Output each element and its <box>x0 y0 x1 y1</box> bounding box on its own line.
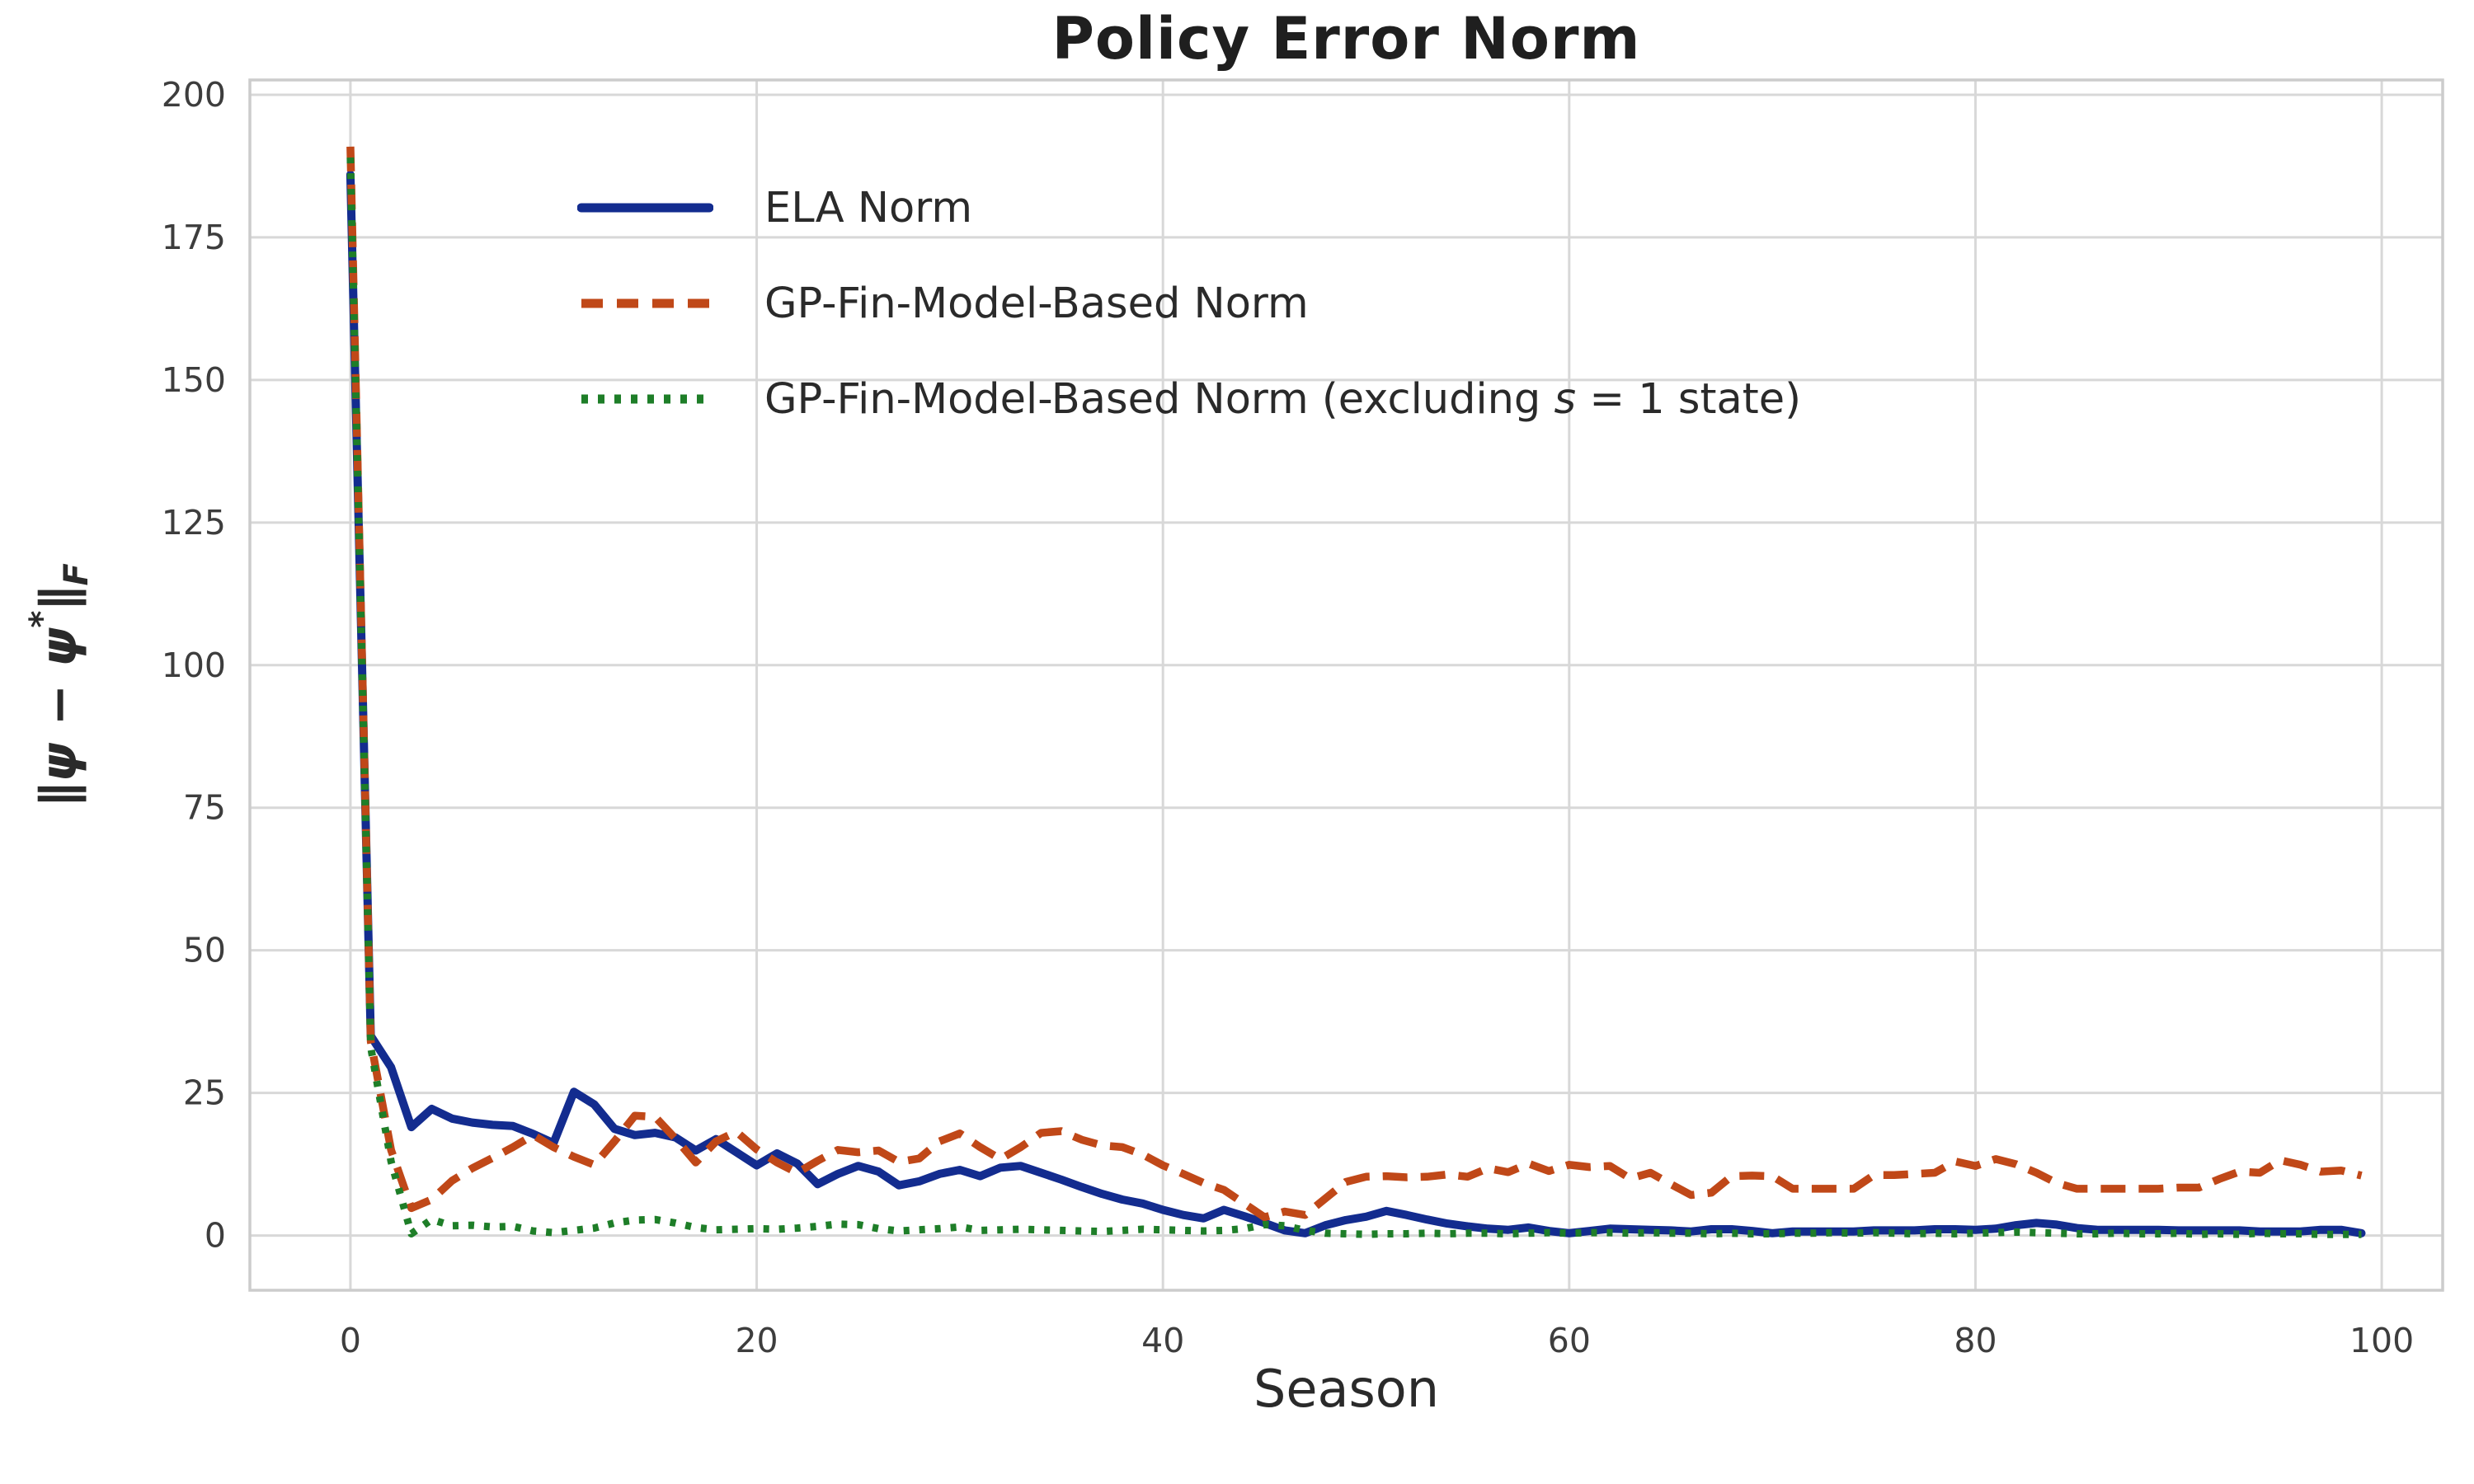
series-line-2 <box>346 157 2362 1238</box>
legend-label: GP-Fin-Model-Based Norm (excluding s = 1… <box>764 374 1802 424</box>
x-axis-label: Season <box>1253 1359 1440 1419</box>
norm-close: ∥ <box>31 585 88 611</box>
x-tick-label: 0 <box>340 1321 361 1360</box>
x-tick-label: 60 <box>1548 1321 1591 1360</box>
y-tick-label: 0 <box>205 1216 226 1256</box>
legend-line-dotted-icon <box>581 394 709 404</box>
psi-symbol: ψ <box>31 743 88 782</box>
x-tick-label: 100 <box>2349 1321 2414 1360</box>
y-tick-label: 125 <box>162 503 226 542</box>
legend-label: GP-Fin-Model-Based Norm <box>764 279 1309 328</box>
plot-border <box>248 78 2444 1292</box>
y-tick-label: 50 <box>183 931 226 970</box>
legend: ELA Norm GP-Fin-Model-Based Norm GP-Fin-… <box>577 160 1801 447</box>
y-tick-label: 150 <box>162 360 226 400</box>
y-tick-label: 100 <box>162 646 226 685</box>
minus-sign: − <box>31 667 88 744</box>
x-tick-label: 80 <box>1954 1321 1997 1360</box>
y-tick-label: 200 <box>162 75 226 115</box>
y-axis-label: ∥ψ − ψ*∥F <box>23 563 96 807</box>
chart-title: Policy Error Norm <box>1051 5 1641 73</box>
y-tick-label: 175 <box>162 218 226 257</box>
series-line-0 <box>346 170 2366 1237</box>
psi-star-symbol: ψ <box>31 627 88 668</box>
legend-line-solid-icon <box>577 203 713 213</box>
norm-open: ∥ <box>31 782 88 807</box>
legend-item-gp-fin: GP-Fin-Model-Based Norm <box>577 256 1801 351</box>
x-tick-label: 20 <box>735 1321 778 1360</box>
legend-item-gp-fin-excl: GP-Fin-Model-Based Norm (excluding s = 1… <box>577 351 1801 447</box>
legend-label: ELA Norm <box>764 183 973 232</box>
legend-item-ela: ELA Norm <box>577 160 1801 256</box>
y-tick-label: 25 <box>183 1073 226 1113</box>
star-superscript: * <box>23 610 61 628</box>
frobenius-subscript: F <box>58 563 96 586</box>
x-tick-label: 40 <box>1141 1321 1184 1360</box>
series-line-1 <box>346 146 2363 1222</box>
y-tick-label: 75 <box>183 788 226 828</box>
legend-line-dashed-icon <box>581 298 709 308</box>
